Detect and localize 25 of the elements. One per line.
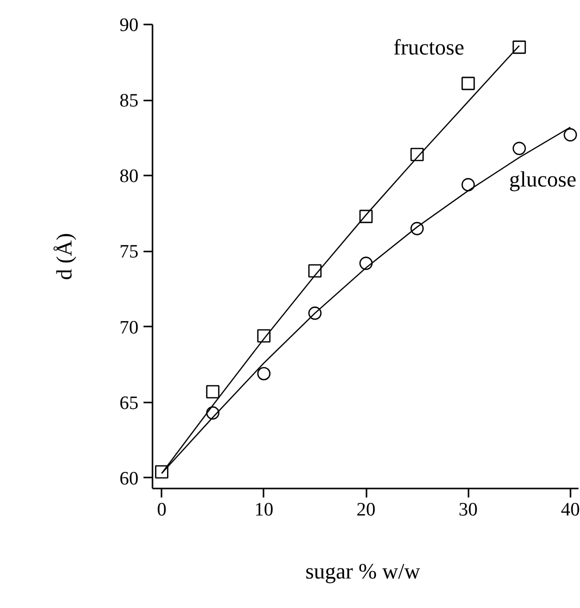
point <box>155 465 168 479</box>
point <box>512 40 526 54</box>
y-tick-label: 60 <box>120 468 138 490</box>
x-tick-label: 30 <box>458 500 478 520</box>
y-tick-label: 90 <box>120 15 138 36</box>
y-axis-title: d (Å) <box>52 232 76 280</box>
y-tick-label: 85 <box>120 90 138 112</box>
point <box>564 128 577 142</box>
x-axis-title: sugar % w/w <box>305 558 420 584</box>
series-label: glucose <box>509 166 576 192</box>
y-tick-label: 75 <box>120 242 138 263</box>
y-tick-label: 70 <box>120 317 138 338</box>
y-tick-label: 65 <box>120 392 138 414</box>
point <box>257 366 271 380</box>
x-tick-label: 40 <box>560 500 580 520</box>
point <box>462 76 475 90</box>
x-tick-label: 20 <box>356 500 376 520</box>
y-tick-label: 80 <box>120 166 138 188</box>
point <box>206 385 220 398</box>
point <box>308 264 322 278</box>
series-label: fructose <box>393 34 464 60</box>
x-tick-label: 10 <box>254 500 274 520</box>
x-tick-label: 0 <box>156 500 166 520</box>
point <box>462 178 475 192</box>
point <box>512 142 526 156</box>
